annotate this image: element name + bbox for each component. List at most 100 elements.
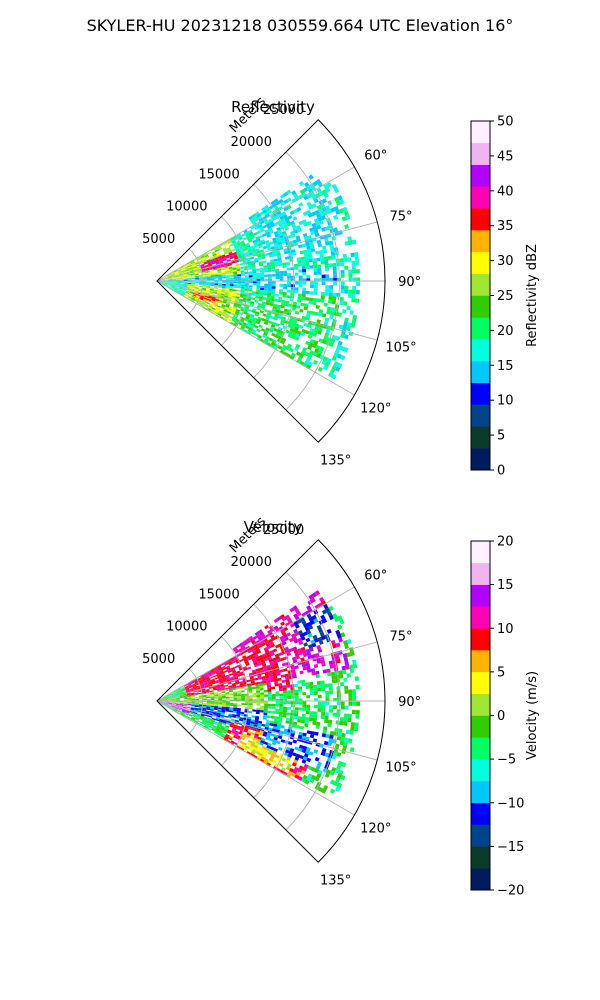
- echo-cell: [287, 343, 292, 348]
- echo-cell: [187, 684, 192, 687]
- echo-cell: [274, 681, 279, 685]
- echo-cell: [265, 675, 270, 679]
- echo-cell: [177, 290, 182, 293]
- echo-cell: [263, 638, 268, 643]
- echo-cell: [172, 703, 176, 705]
- echo-cell: [225, 270, 230, 273]
- echo-cell: [320, 658, 325, 664]
- echo-cell: [218, 301, 223, 304]
- echo-cell: [305, 682, 310, 686]
- echo-cell: [299, 633, 305, 638]
- echo-cell: [252, 273, 257, 276]
- echo-cell: [160, 278, 165, 280]
- echo-cell: [257, 662, 262, 667]
- echo-cell: [263, 751, 268, 756]
- echo-cell: [206, 299, 211, 303]
- echo-cell: [204, 724, 209, 727]
- echo-cell: [317, 684, 322, 689]
- echo-cell: [313, 218, 319, 223]
- echo-cell: [260, 705, 265, 709]
- echo-cell: [210, 696, 215, 698]
- echo-cell: [175, 275, 180, 277]
- echo-cell: [182, 691, 187, 693]
- echo-cell: [257, 746, 262, 751]
- colorbar-segment: [471, 164, 490, 187]
- echo-cell: [294, 710, 299, 714]
- echo-cell: [164, 282, 169, 284]
- echo-cell: [218, 310, 223, 314]
- echo-cell: [298, 180, 305, 187]
- echo-cell: [230, 732, 235, 736]
- echo-cell: [245, 253, 250, 257]
- echo-cell: [183, 285, 188, 287]
- echo-cell: [167, 704, 172, 707]
- echo-cell: [225, 709, 230, 712]
- echo-cell: [214, 287, 218, 289]
- echo-cell: [328, 296, 333, 300]
- colorbar-segment: [471, 671, 490, 694]
- echo-cell: [288, 637, 294, 643]
- echo-cell: [247, 739, 253, 744]
- echo-cell: [214, 696, 219, 698]
- colorbar-segment: [471, 802, 490, 825]
- echo-cell: [176, 698, 180, 700]
- echo-cell: [232, 714, 237, 717]
- echo-cell: [286, 267, 291, 271]
- echo-cell: [243, 329, 248, 333]
- echo-cell: [307, 235, 313, 240]
- echo-cell: [306, 364, 312, 370]
- echo-cell: [301, 663, 307, 668]
- echo-cell: [205, 290, 210, 293]
- echo-cell: [292, 332, 297, 337]
- echo-cell: [301, 315, 306, 320]
- echo-cell: [178, 691, 183, 694]
- echo-cell: [216, 244, 221, 248]
- echo-cell: [198, 270, 202, 273]
- panel-title: Velocity: [244, 518, 303, 536]
- echo-cell: [310, 619, 316, 625]
- echo-cell: [314, 652, 320, 658]
- echo-cell: [204, 674, 209, 678]
- echo-cell: [233, 272, 238, 275]
- echo-cell: [343, 640, 348, 646]
- echo-cell: [324, 260, 329, 264]
- echo-cell: [262, 215, 267, 221]
- echo-cell: [333, 274, 337, 278]
- echo-cell: [343, 741, 348, 747]
- echo-cell: [206, 695, 211, 697]
- echo-cell: [279, 706, 284, 710]
- echo-cell: [189, 269, 194, 272]
- echo-cell: [173, 709, 178, 712]
- echo-cell: [201, 257, 206, 260]
- echo-cell: [264, 703, 268, 706]
- echo-cell: [227, 248, 232, 252]
- echo-cell: [164, 276, 168, 279]
- colorbar-segment: [471, 606, 490, 629]
- echo-cell: [195, 281, 200, 283]
- echo-cell: [216, 714, 221, 717]
- echo-cell: [273, 723, 278, 727]
- echo-cell: [179, 282, 184, 283]
- echo-cell: [265, 316, 270, 321]
- echo-cell: [216, 292, 221, 295]
- echo-cell: [302, 756, 308, 761]
- echo-cell: [266, 762, 271, 767]
- echo-cell: [213, 246, 218, 250]
- echo-cell: [214, 731, 218, 735]
- echo-cell: [183, 715, 188, 718]
- echo-cell: [294, 631, 300, 637]
- echo-cell: [260, 696, 265, 700]
- echo-cell: [237, 283, 242, 285]
- echo-cell: [287, 333, 293, 338]
- echo-cell: [325, 690, 330, 695]
- echo-cell: [175, 273, 179, 276]
- echo-cell: [256, 692, 261, 696]
- echo-cell: [255, 291, 260, 295]
- echo-cell: [355, 298, 360, 303]
- echo-cell: [268, 283, 272, 287]
- echo-cell: [248, 703, 253, 706]
- echo-cell: [182, 271, 187, 274]
- echo-cell: [302, 745, 308, 751]
- colorbar-segment: [471, 186, 490, 209]
- echo-cell: [193, 689, 198, 691]
